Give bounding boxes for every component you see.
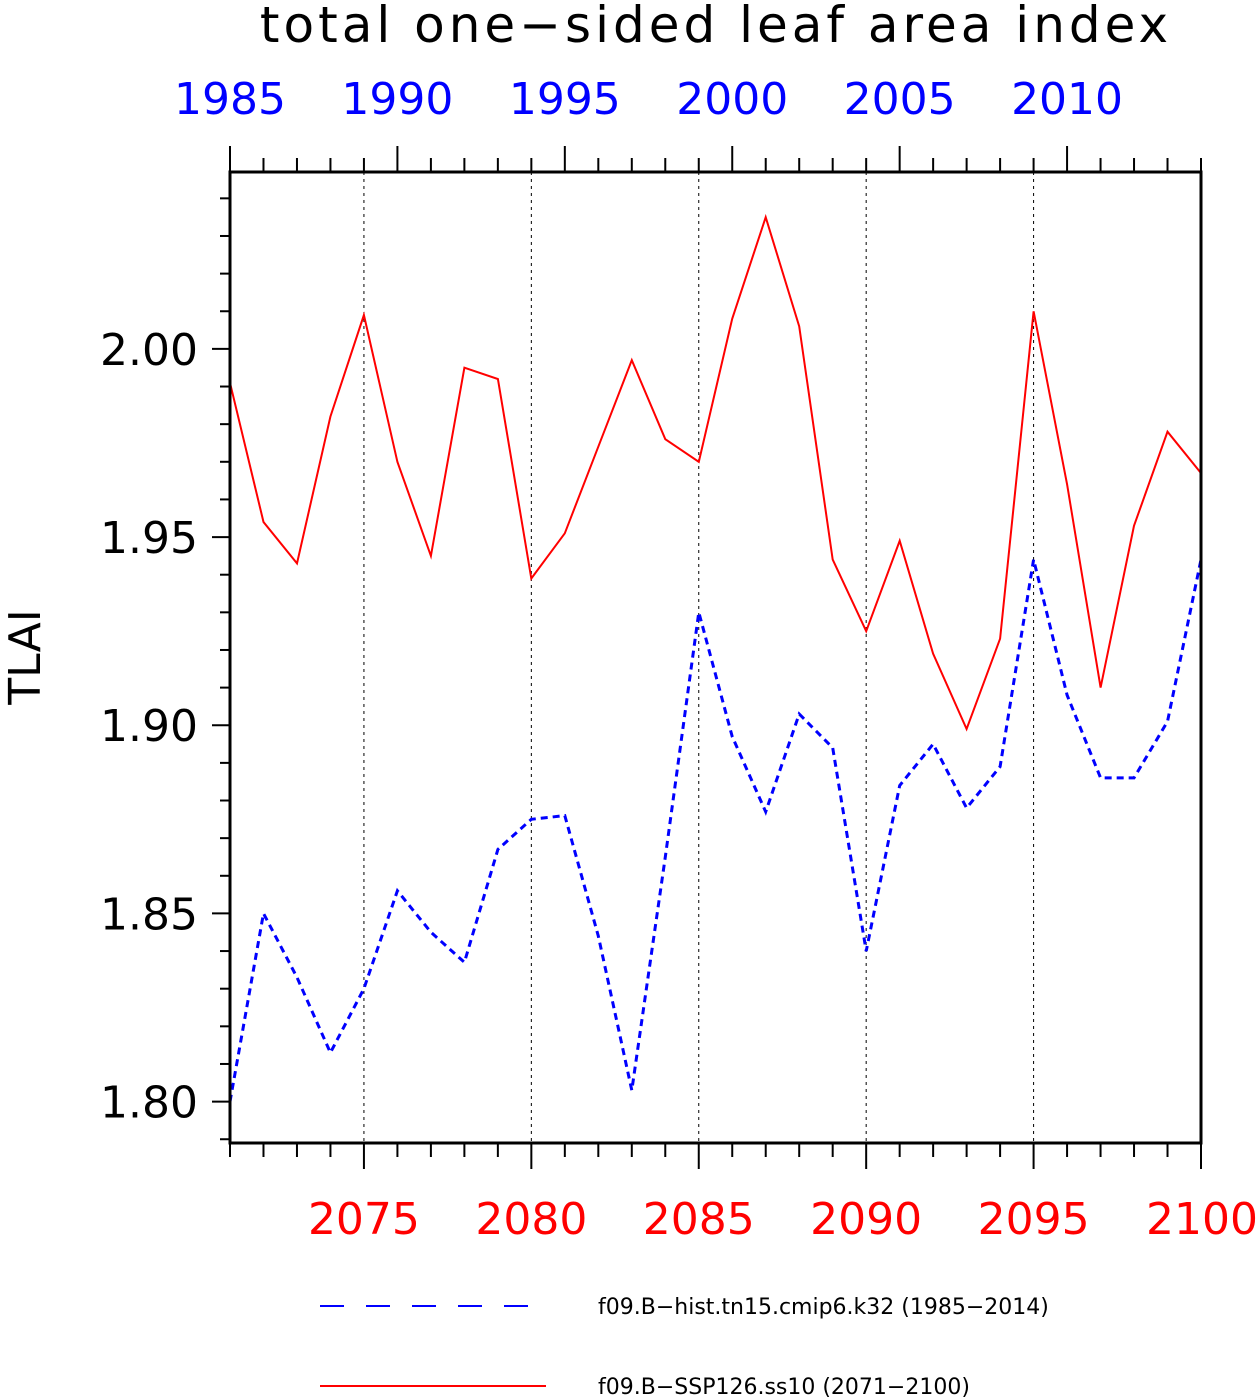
bottom-x-axis: 2075 2080 2085 2090 2095 2100 bbox=[229, 1143, 1258, 1245]
bottom-tick-label: 2075 bbox=[308, 1194, 420, 1245]
top-tick-label: 2005 bbox=[844, 74, 956, 125]
legend-label-2: f09.B−SSP126.ss10 (2071−2100) bbox=[598, 1375, 970, 1400]
bottom-tick-label: 2100 bbox=[1146, 1194, 1258, 1245]
top-tick-label: 2000 bbox=[676, 74, 788, 125]
y-tick-label: 1.90 bbox=[100, 701, 198, 752]
y-tick-label: 1.85 bbox=[100, 889, 198, 940]
top-tick-label: 2010 bbox=[1011, 74, 1123, 125]
top-tick-label: 1985 bbox=[174, 74, 286, 125]
y-axis-label: TLAI bbox=[0, 609, 51, 705]
legend: f09.B−hist.tn15.cmip6.k32 (1985−2014) f09… bbox=[320, 1295, 1049, 1400]
top-tick-label: 1995 bbox=[509, 74, 621, 125]
plot-frame bbox=[228, 170, 1203, 1145]
bottom-tick-label: 2095 bbox=[978, 1194, 1090, 1245]
vertical-grid bbox=[363, 172, 1035, 1143]
y-tick-label: 2.00 bbox=[100, 325, 198, 376]
chart-title: total one−sided leaf area index bbox=[260, 0, 1172, 54]
series-line-1 bbox=[228, 559, 1203, 1102]
top-tick-label: 1990 bbox=[341, 74, 453, 125]
bottom-tick-label: 2090 bbox=[810, 1194, 922, 1245]
bottom-tick-label: 2080 bbox=[475, 1194, 587, 1245]
y-tick-label: 1.95 bbox=[100, 513, 198, 564]
legend-label-1: f09.B−hist.tn15.cmip6.k32 (1985−2014) bbox=[598, 1295, 1049, 1320]
y-axis: 1.80 1.85 1.90 1.95 2.00 bbox=[100, 197, 230, 1141]
y-tick-label: 1.80 bbox=[100, 1078, 198, 1129]
series-lines bbox=[228, 213, 1203, 1102]
series-line-2 bbox=[229, 213, 1202, 732]
top-x-axis: 1985 1990 1995 2000 2005 2010 bbox=[174, 74, 1202, 172]
bottom-tick-label: 2085 bbox=[643, 1194, 755, 1245]
